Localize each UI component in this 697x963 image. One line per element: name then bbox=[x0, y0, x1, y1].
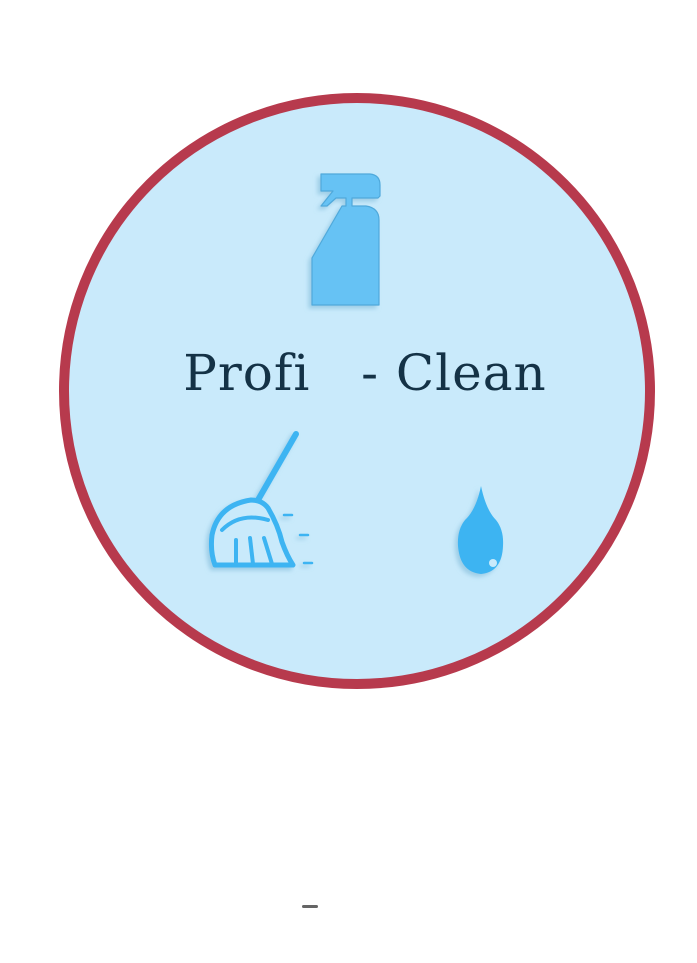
brand-title-right: - Clean bbox=[361, 344, 547, 402]
brand-title-left: Profi bbox=[183, 344, 310, 402]
brand-title: Profi - Clean bbox=[0, 338, 697, 408]
page-marker bbox=[302, 905, 318, 908]
